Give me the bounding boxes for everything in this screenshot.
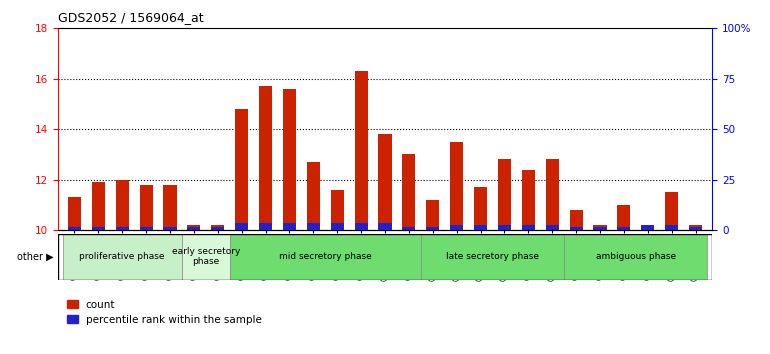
Bar	[570, 227, 583, 230]
Bar	[450, 225, 464, 230]
Legend: count, percentile rank within the sample: count, percentile rank within the sample	[63, 296, 266, 329]
Bar	[427, 200, 440, 230]
Bar	[522, 170, 535, 230]
Bar	[330, 190, 343, 230]
Bar	[402, 154, 416, 230]
Bar	[474, 187, 487, 230]
Bar	[641, 225, 654, 230]
Bar	[427, 227, 440, 230]
Bar	[68, 227, 81, 230]
Text: other ▶: other ▶	[17, 252, 54, 262]
Bar	[211, 225, 224, 230]
Bar	[594, 225, 607, 230]
Bar	[139, 227, 152, 230]
Bar	[402, 227, 416, 230]
Bar	[68, 197, 81, 230]
Bar	[354, 71, 368, 230]
Bar	[62, 234, 182, 280]
Bar	[92, 182, 105, 230]
Bar	[618, 227, 631, 230]
Bar	[139, 185, 152, 230]
Bar	[665, 225, 678, 230]
Bar	[354, 223, 368, 230]
Bar	[163, 227, 176, 230]
Bar	[306, 223, 320, 230]
Bar	[378, 134, 392, 230]
Bar	[330, 223, 343, 230]
Bar	[618, 205, 631, 230]
Bar	[665, 192, 678, 230]
Bar	[235, 109, 248, 230]
Bar	[689, 225, 702, 230]
Bar	[421, 234, 564, 280]
Bar	[116, 227, 129, 230]
Bar	[474, 225, 487, 230]
Bar	[689, 227, 702, 230]
Bar	[522, 225, 535, 230]
Bar	[187, 227, 200, 230]
Bar	[450, 142, 464, 230]
Bar	[182, 234, 229, 280]
Bar	[546, 225, 559, 230]
Bar	[283, 89, 296, 230]
Bar	[229, 234, 421, 280]
Bar	[116, 180, 129, 230]
Bar	[187, 225, 200, 230]
Text: early secretory
phase: early secretory phase	[172, 247, 240, 266]
Bar	[564, 234, 708, 280]
Bar	[570, 210, 583, 230]
Bar	[211, 227, 224, 230]
Bar	[283, 223, 296, 230]
Bar	[163, 185, 176, 230]
Text: GDS2052 / 1569064_at: GDS2052 / 1569064_at	[58, 11, 203, 24]
Text: proliferative phase: proliferative phase	[79, 252, 165, 261]
Bar	[498, 225, 511, 230]
Bar	[306, 162, 320, 230]
Bar	[259, 223, 272, 230]
Bar	[498, 160, 511, 230]
Bar	[641, 225, 654, 230]
Bar	[546, 160, 559, 230]
Text: mid secretory phase: mid secretory phase	[279, 252, 372, 261]
Bar	[92, 227, 105, 230]
Bar	[235, 223, 248, 230]
Bar	[259, 86, 272, 230]
Bar	[594, 227, 607, 230]
Bar	[378, 223, 392, 230]
Text: ambiguous phase: ambiguous phase	[596, 252, 676, 261]
Text: late secretory phase: late secretory phase	[446, 252, 539, 261]
